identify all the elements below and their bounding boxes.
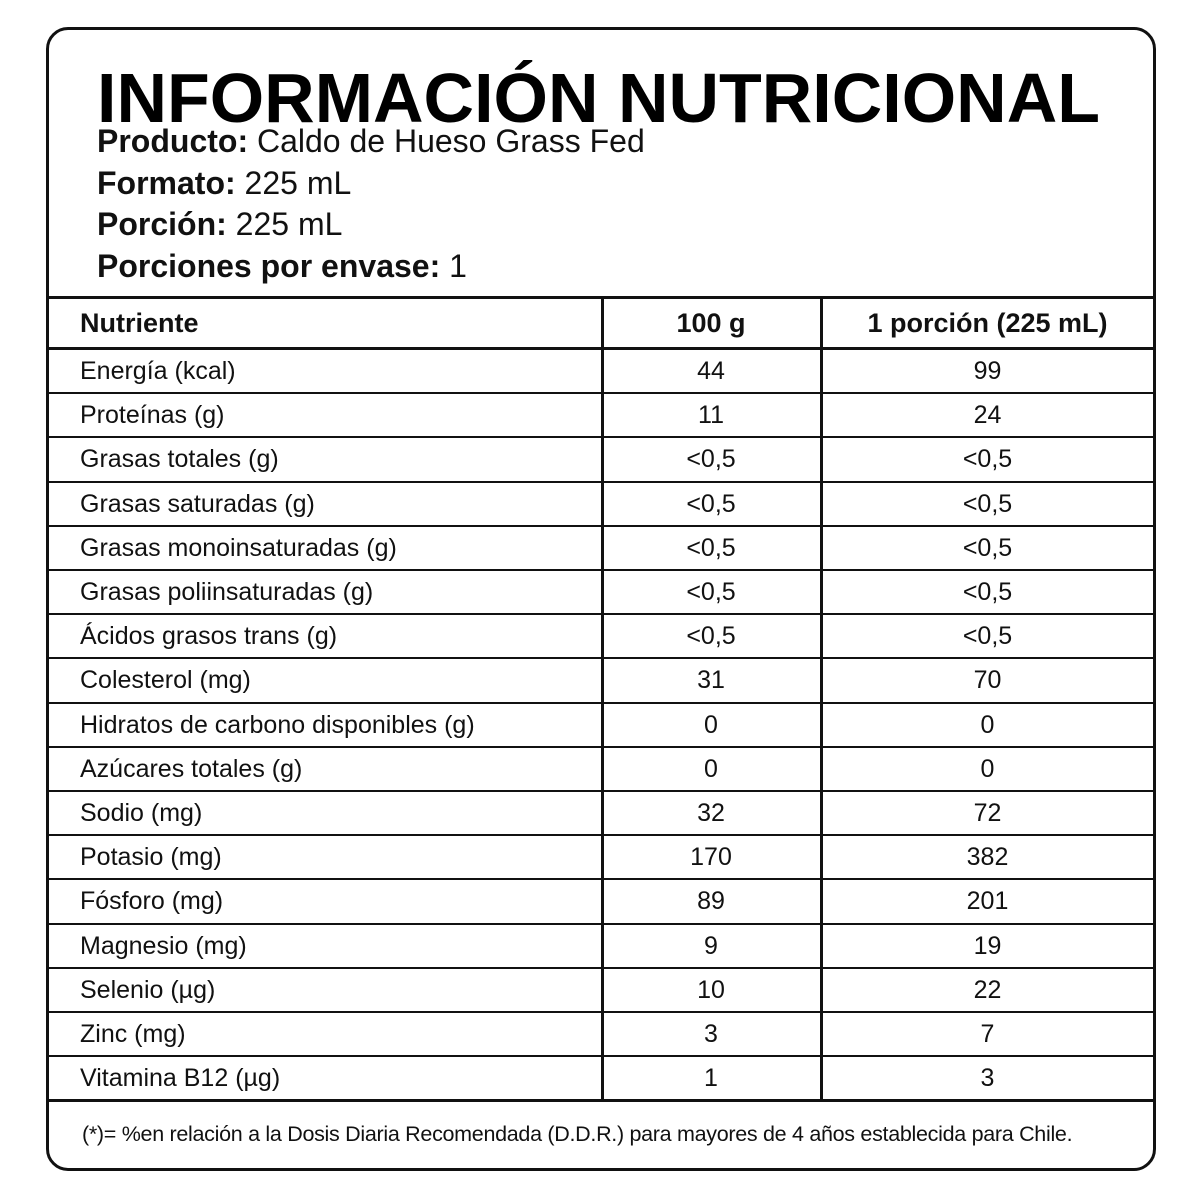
field-label: Producto: <box>97 123 249 159</box>
footnote: (*)= %en relación a la Dosis Diaria Reco… <box>82 1122 1073 1147</box>
field-value: Caldo de Hueso Grass Fed <box>256 123 645 159</box>
value-cell: <0,5 <box>686 533 736 562</box>
field-value: 1 <box>449 247 467 284</box>
nutrient-cell: Grasas poliinsaturadas (g) <box>80 578 374 606</box>
value-cell: 201 <box>966 887 1009 916</box>
field: Producto: Caldo de Hueso Grass Fed <box>97 123 645 160</box>
title: INFORMACIÓN NUTRICIONAL <box>97 59 1100 137</box>
value-cell: 19 <box>973 931 1002 960</box>
value-cell: 9 <box>704 931 718 960</box>
value-cell: <0,5 <box>686 578 736 606</box>
value-cell: 0 <box>704 710 718 739</box>
nutrient-cell: Grasas monoinsaturadas (g) <box>80 533 397 562</box>
nutrient-cell: Fósforo (mg) <box>80 887 224 916</box>
value-cell: <0,5 <box>962 622 1013 651</box>
field-label: Porción: <box>97 206 227 242</box>
nutrient-cell: Potasio (mg) <box>80 843 222 872</box>
field: Porciones por envase: 1 <box>97 248 467 285</box>
value-cell: 382 <box>966 843 1009 872</box>
value-cell: 70 <box>973 666 1002 695</box>
value-cell: <0,5 <box>962 489 1013 518</box>
nutrient-cell: Zinc (mg) <box>80 1020 186 1048</box>
nutrient-cell: Sodio (mg) <box>80 799 203 827</box>
field: Formato: 225 mL <box>97 165 351 202</box>
value-cell: 31 <box>697 666 725 695</box>
field: Porción: 225 mL <box>97 206 342 243</box>
title-svg: INFORMACIÓN NUTRICIONAL <box>97 59 1100 137</box>
value-cell: <0,5 <box>686 622 736 651</box>
nutrient-cell: Colesterol (mg) <box>80 666 251 695</box>
value-cell: 170 <box>690 843 732 872</box>
column-header: 100 g <box>676 308 746 338</box>
value-cell: 44 <box>697 357 725 385</box>
value-cell: 89 <box>697 887 725 916</box>
nutrient-cell: Ácidos grasos trans (g) <box>80 622 338 651</box>
nutrient-cell: Vitamina B12 (µg) <box>80 1064 281 1093</box>
nutrient-cell: Proteínas (g) <box>80 401 225 430</box>
field-label: Formato: <box>97 164 236 201</box>
column-header: 1 porción (225 mL) <box>867 308 1108 338</box>
value-cell: 1 <box>704 1064 718 1093</box>
field-value: 225 mL <box>244 164 352 201</box>
value-cell: 3 <box>980 1064 995 1093</box>
value-cell: <0,5 <box>686 489 736 518</box>
nutrient-cell: Grasas totales (g) <box>80 445 279 474</box>
value-cell: 0 <box>980 754 995 783</box>
nutrient-cell: Azúcares totales (g) <box>80 754 303 783</box>
value-cell: 0 <box>980 710 995 739</box>
column-rule <box>820 296 823 1101</box>
nutrient-cell: Grasas saturadas (g) <box>80 489 315 518</box>
nutrient-cell: Hidratos de carbono disponibles (g) <box>80 710 475 739</box>
label-frame <box>46 27 1156 1171</box>
value-cell: 10 <box>697 975 725 1004</box>
value-cell: <0,5 <box>962 533 1013 562</box>
value-cell: <0,5 <box>686 445 736 474</box>
value-cell: 22 <box>973 975 1002 1004</box>
value-cell: <0,5 <box>962 445 1013 474</box>
value-cell: 7 <box>980 1020 995 1048</box>
nutrient-cell: Selenio (µg) <box>80 975 216 1004</box>
nutrient-cell: Energía (kcal) <box>80 357 236 385</box>
field-label: Porciones por envase: <box>97 247 441 284</box>
column-rule <box>601 296 604 1101</box>
field-value: 225 mL <box>235 206 343 242</box>
column-header: Nutriente <box>80 308 199 338</box>
value-cell: 24 <box>973 401 1002 430</box>
value-cell: 72 <box>973 799 1002 827</box>
table-rule <box>49 1099 1153 1103</box>
value-cell: 3 <box>704 1020 718 1048</box>
value-cell: 32 <box>697 799 725 827</box>
value-cell: 0 <box>704 754 718 783</box>
value-cell: 99 <box>973 357 1002 385</box>
value-cell: 11 <box>698 401 724 430</box>
nutrient-cell: Magnesio (mg) <box>80 931 247 960</box>
value-cell: <0,5 <box>962 578 1013 606</box>
